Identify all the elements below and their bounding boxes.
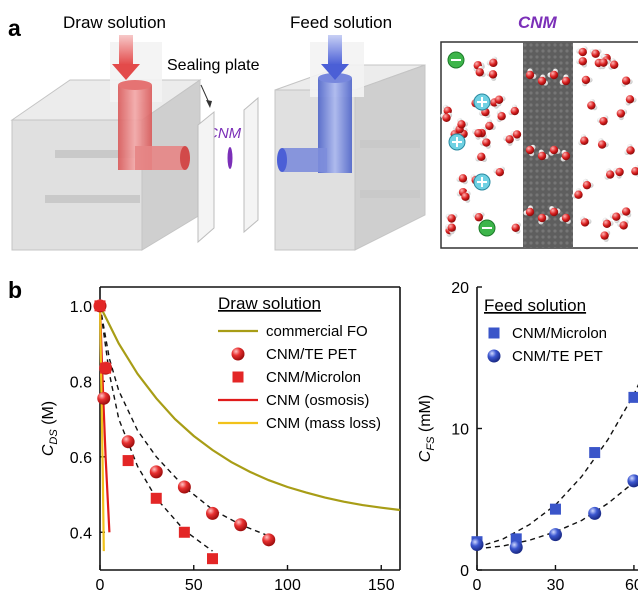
series-line xyxy=(99,305,401,512)
data-point xyxy=(628,391,638,403)
cnm-label: CNM xyxy=(207,125,242,142)
x-tick-label: 0 xyxy=(96,577,105,591)
y-tick-label: 0.4 xyxy=(70,525,92,542)
sealing-plate-label: Sealing plate xyxy=(167,57,260,74)
data-point xyxy=(549,503,561,515)
draw-pipe xyxy=(110,42,190,170)
legend-item: commercial FO xyxy=(266,323,368,340)
y-tick-label: 0.8 xyxy=(70,374,92,391)
panel-b-letter: b xyxy=(8,277,22,303)
data-point xyxy=(207,553,218,565)
legend-swatch xyxy=(487,349,501,363)
x-tick-label: 0 xyxy=(473,577,482,591)
data-point xyxy=(509,540,523,554)
data-point xyxy=(589,447,601,459)
y-axis-label-sub: DS xyxy=(48,429,60,445)
feed-arrow-icon xyxy=(321,35,349,80)
legend-item: CNM/Microlon xyxy=(266,369,361,386)
pointer-arrow-icon xyxy=(206,100,212,108)
md-snapshot-title: CNM xyxy=(518,13,558,32)
y-axis-label-sub: FS xyxy=(425,436,437,451)
legend-swatch xyxy=(232,371,244,383)
draw-solution-label: Draw solution xyxy=(63,13,166,32)
data-point xyxy=(121,435,135,449)
x-tick-label: 100 xyxy=(274,577,301,591)
data-point xyxy=(206,506,219,520)
y-axis-label-unit: (mM) xyxy=(417,395,434,437)
x-tick-label: 50 xyxy=(185,577,203,591)
y-tick-label: 0.6 xyxy=(70,450,92,467)
legend-item: CNM (osmosis) xyxy=(266,392,369,409)
legend-item: CNM/TE PET xyxy=(512,348,603,365)
fit-curve xyxy=(476,383,638,549)
legend-swatch xyxy=(231,347,245,361)
water-molecules xyxy=(440,46,638,242)
feed-solution-chart: 0306001020Time (min)CFS (mM)Feed solutio… xyxy=(417,280,638,591)
sealing-plates xyxy=(197,96,259,244)
data-point xyxy=(150,492,162,504)
fit-curve xyxy=(99,305,213,552)
md-snapshot xyxy=(440,41,638,249)
y-tick-label: 10 xyxy=(451,422,469,439)
data-point xyxy=(177,480,191,494)
x-tick-label: 60 xyxy=(625,577,638,591)
data-point xyxy=(548,528,562,542)
legend-item: CNM/Microlon xyxy=(512,325,607,342)
panel-a-letter: a xyxy=(8,15,21,41)
data-point xyxy=(149,465,163,479)
feed-pipe xyxy=(277,42,364,173)
y-axis-label-main: C xyxy=(40,444,57,456)
data-point xyxy=(100,362,112,374)
legend-title: Draw solution xyxy=(218,294,321,313)
legend-swatch xyxy=(488,327,500,339)
data-point xyxy=(510,533,522,545)
y-tick-label: 0 xyxy=(460,563,469,580)
fit-curve xyxy=(99,305,270,537)
fit-curve xyxy=(476,477,638,550)
legend-item: CNM/TE PET xyxy=(266,346,357,363)
y-axis-label-main: C xyxy=(417,450,434,462)
y-axis-label: CFS (mM) xyxy=(417,395,437,462)
data-point xyxy=(178,526,190,538)
data-point xyxy=(122,455,134,467)
series-line xyxy=(98,305,105,552)
data-point xyxy=(97,391,111,405)
data-point xyxy=(470,538,484,552)
y-tick-label: 1.0 xyxy=(70,299,92,316)
data-point xyxy=(94,300,106,312)
legend-item: CNM (mass loss) xyxy=(266,415,381,432)
data-point xyxy=(234,518,248,532)
draw-arrow-icon xyxy=(112,35,140,80)
feed-solution-label: Feed solution xyxy=(290,13,392,32)
data-point xyxy=(588,506,602,520)
cnm-membrane xyxy=(227,147,233,169)
data-point xyxy=(627,474,638,488)
panel-a: a Draw solution Feed solution Sealing pl… xyxy=(8,13,638,251)
legend-title: Feed solution xyxy=(484,296,586,315)
data-point xyxy=(262,533,276,547)
y-axis-label: CDS (M) xyxy=(40,401,60,456)
y-tick-label: 20 xyxy=(451,280,469,297)
y-axis-label-unit: (M) xyxy=(40,401,57,429)
x-tick-label: 30 xyxy=(547,577,565,591)
x-tick-label: 150 xyxy=(368,577,395,591)
ions xyxy=(447,51,496,237)
